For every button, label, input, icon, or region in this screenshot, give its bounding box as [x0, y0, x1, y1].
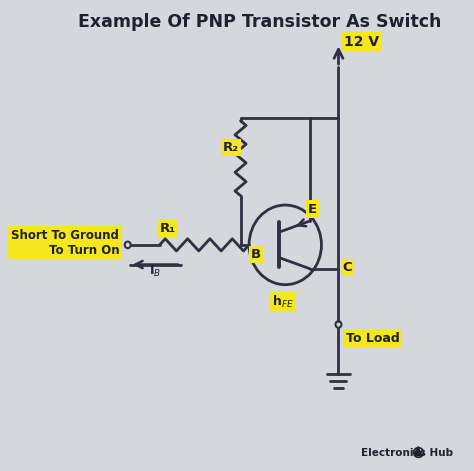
Text: I$_B$: I$_B$ [149, 264, 162, 279]
Text: h$_{FE}$: h$_{FE}$ [273, 294, 294, 310]
Text: R₂: R₂ [223, 141, 239, 154]
Text: To Load: To Load [346, 332, 400, 345]
Text: Short To Ground
To Turn On: Short To Ground To Turn On [11, 228, 119, 257]
Text: C: C [343, 261, 352, 274]
Text: B: B [251, 248, 261, 261]
Text: E: E [308, 203, 317, 216]
Text: R₁: R₁ [160, 222, 176, 235]
Text: Example Of PNP Transistor As Switch: Example Of PNP Transistor As Switch [78, 13, 441, 31]
Text: Electronics Hub: Electronics Hub [361, 448, 454, 458]
Text: 12 V: 12 V [344, 35, 379, 49]
Polygon shape [415, 447, 421, 455]
